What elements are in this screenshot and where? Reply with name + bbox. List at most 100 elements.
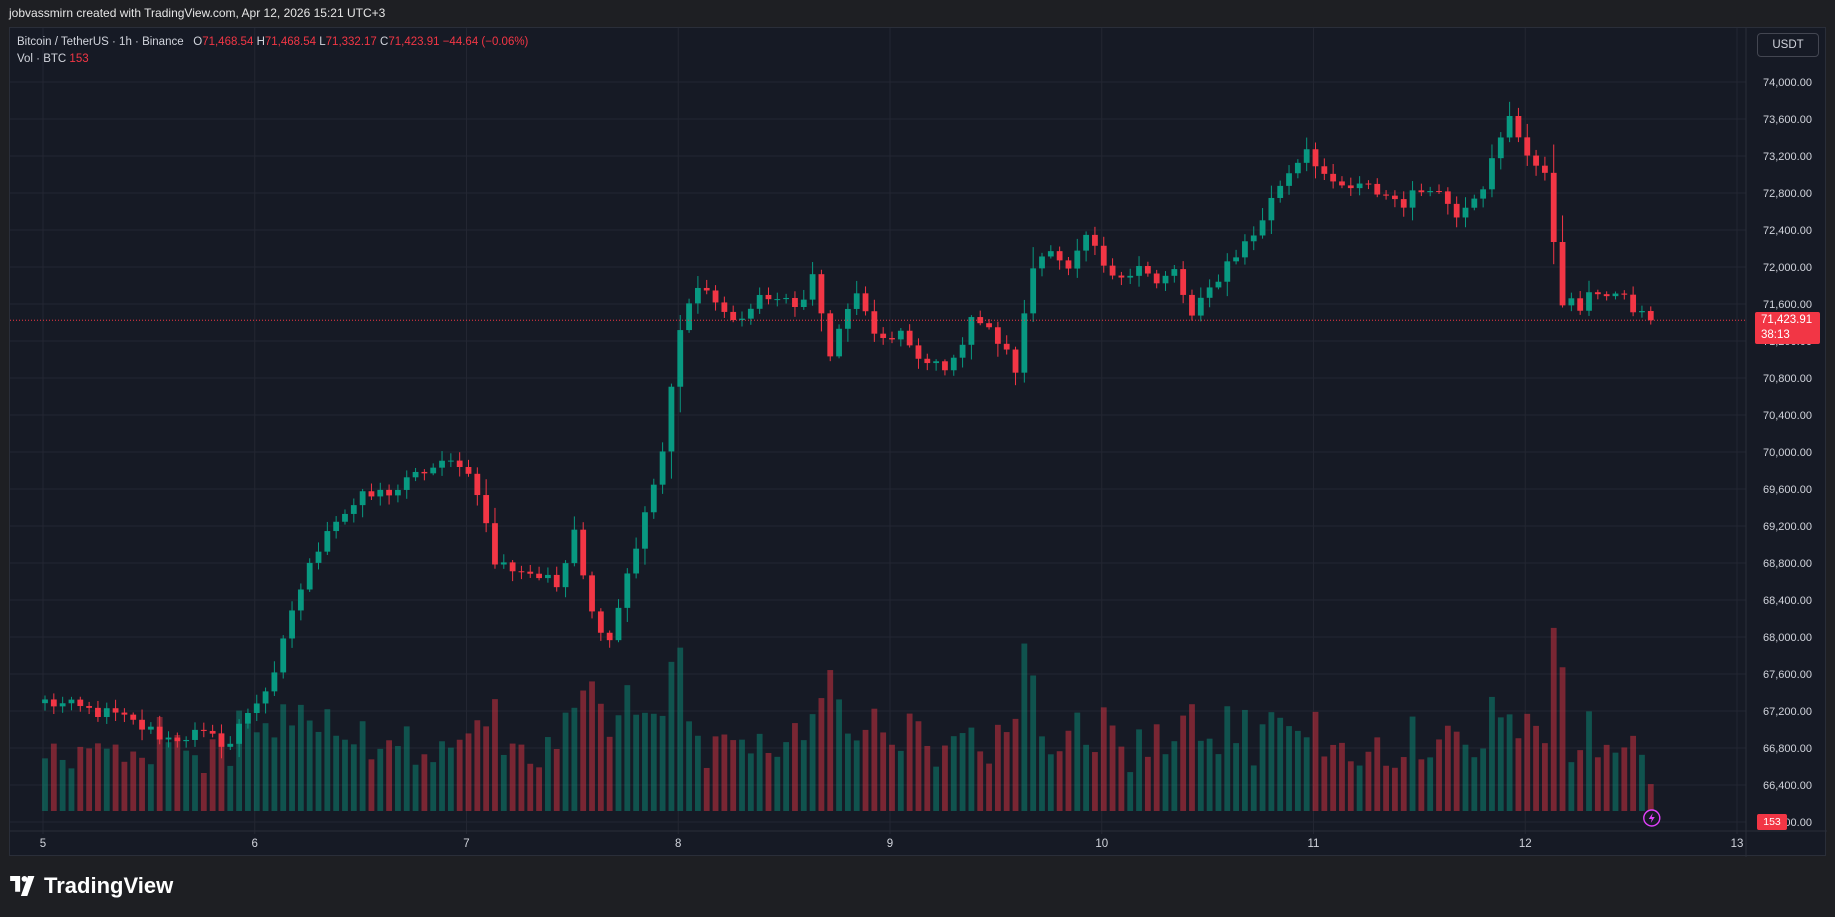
volume-bar bbox=[280, 704, 287, 811]
candle-body bbox=[1259, 220, 1266, 236]
change-value: −44.64 (−0.06%) bbox=[442, 36, 529, 48]
volume-bar bbox=[1647, 784, 1654, 811]
candle-body bbox=[933, 361, 940, 364]
volume-bar bbox=[236, 710, 243, 811]
time-tick-label: 13 bbox=[1731, 838, 1744, 850]
candle-body bbox=[518, 571, 525, 573]
candle-body bbox=[1303, 149, 1310, 163]
candle-body bbox=[1524, 137, 1531, 156]
candle-body bbox=[589, 575, 595, 612]
volume-bar bbox=[1074, 712, 1081, 811]
candle-body bbox=[95, 707, 101, 718]
candle-body bbox=[677, 330, 684, 387]
volume-bar bbox=[827, 670, 834, 811]
candle-body bbox=[1480, 189, 1487, 199]
volume-bar bbox=[1250, 765, 1257, 811]
candle-body bbox=[774, 299, 781, 301]
candle-body bbox=[580, 529, 587, 576]
volume-bar bbox=[950, 736, 957, 811]
volume-bar bbox=[518, 744, 525, 811]
candle-body bbox=[1197, 297, 1204, 316]
candle-body bbox=[333, 521, 340, 532]
candle-body bbox=[192, 729, 198, 740]
volume-bar bbox=[1303, 737, 1310, 811]
volume-bar bbox=[783, 742, 790, 811]
close-value: 71,423.91 bbox=[388, 36, 440, 48]
candle-body bbox=[853, 293, 860, 309]
time-tick-label: 9 bbox=[887, 838, 893, 850]
candle-body bbox=[739, 318, 745, 321]
lightning-icon[interactable] bbox=[1643, 809, 1661, 827]
candle-body bbox=[889, 338, 895, 340]
volume-bar bbox=[500, 754, 507, 811]
candle-body bbox=[906, 330, 913, 346]
volume-bar bbox=[1233, 743, 1239, 811]
candle-body bbox=[1233, 257, 1239, 262]
open-label: O bbox=[193, 36, 203, 48]
last-price-value: 71,423.91 bbox=[1761, 314, 1813, 326]
candle-body bbox=[1427, 191, 1434, 193]
volume-bar bbox=[1277, 717, 1284, 811]
candle-body bbox=[77, 699, 84, 707]
chart-panel[interactable]: 74,000.00 73,600.00 73,200.00 72,800.00 72,4… bbox=[9, 27, 1827, 857]
volume-bar bbox=[139, 757, 145, 811]
candle-body bbox=[1047, 251, 1054, 257]
candle-body bbox=[897, 330, 904, 340]
candle-body bbox=[456, 460, 463, 468]
volume-bar bbox=[183, 750, 190, 811]
candle-body bbox=[1621, 293, 1628, 295]
volume-bar bbox=[112, 744, 119, 811]
candle-body bbox=[1127, 275, 1134, 278]
candle-body bbox=[245, 712, 251, 724]
volume-bar bbox=[1312, 711, 1319, 811]
volume-bar bbox=[359, 721, 366, 811]
volume-bar bbox=[703, 767, 710, 811]
volume-bar bbox=[1294, 730, 1301, 811]
volume-bar bbox=[1577, 750, 1584, 811]
volume-line: Vol · BTC 153 bbox=[17, 51, 528, 68]
candle-body bbox=[942, 361, 948, 371]
volume-bar bbox=[77, 746, 84, 811]
candle-body bbox=[474, 473, 481, 496]
volume-bar bbox=[606, 736, 613, 811]
symbol-label[interactable]: Bitcoin / TetherUS · 1h · Binance bbox=[17, 36, 184, 48]
volume-bar bbox=[1515, 738, 1522, 811]
candle-body bbox=[50, 699, 57, 707]
volume-bar bbox=[439, 741, 445, 811]
volume-bar bbox=[1374, 737, 1381, 811]
candle-body bbox=[686, 303, 692, 331]
volume-bar bbox=[68, 768, 75, 811]
volume-bar bbox=[730, 740, 737, 811]
volume-bar bbox=[1409, 716, 1416, 811]
candle-body bbox=[792, 297, 798, 308]
candle-body bbox=[880, 333, 887, 339]
volume-bar bbox=[1021, 643, 1028, 811]
volume-bar bbox=[1189, 704, 1195, 811]
candle-body bbox=[465, 467, 472, 474]
candle-body bbox=[1100, 245, 1107, 266]
candlestick-chart[interactable]: 74,000.00 73,600.00 73,200.00 72,800.00 72,4… bbox=[10, 28, 1827, 857]
volume-bar bbox=[924, 745, 931, 811]
candle-body bbox=[130, 714, 137, 720]
candle-body bbox=[977, 317, 984, 324]
volume-bar bbox=[536, 767, 542, 811]
volume-bar bbox=[1206, 738, 1213, 811]
candle-body bbox=[527, 571, 534, 574]
candle-body bbox=[306, 562, 313, 590]
candle-body bbox=[68, 699, 75, 704]
candle-body bbox=[1392, 195, 1398, 200]
candle-body bbox=[1497, 137, 1504, 159]
price-tick-label: 72,400.00 bbox=[1763, 225, 1812, 237]
candle-body bbox=[227, 743, 234, 747]
candle-body bbox=[1506, 116, 1513, 138]
volume-bar bbox=[1436, 739, 1442, 811]
candle-body bbox=[1153, 273, 1160, 284]
volume-label[interactable]: Vol · BTC bbox=[17, 53, 67, 65]
volume-bar bbox=[1065, 730, 1072, 811]
candle-body bbox=[1012, 349, 1019, 373]
tradingview-brand[interactable]: TradingView bbox=[10, 873, 173, 899]
currency-button[interactable]: USDT bbox=[1757, 33, 1819, 57]
candle-body bbox=[112, 708, 119, 713]
candle-body bbox=[509, 562, 516, 572]
volume-bar bbox=[1603, 744, 1610, 811]
